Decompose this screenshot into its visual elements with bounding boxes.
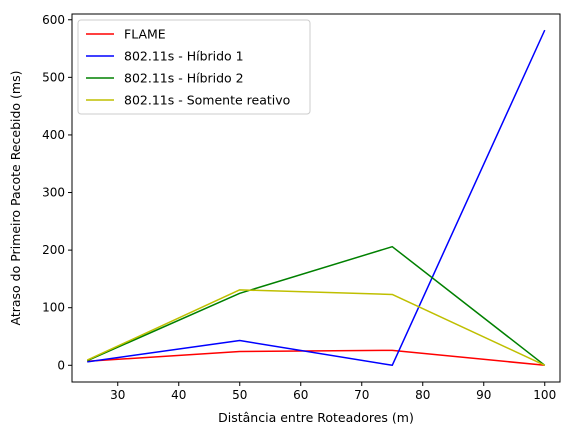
y-axis: 0 100 200 300 400 500 600 <box>42 13 72 372</box>
x-tick-label: 80 <box>415 388 430 402</box>
series-line-802-11s-somente-reativo <box>86 289 546 366</box>
legend-label: 802.11s - Híbrido 1 <box>124 49 244 64</box>
x-tick-label: 90 <box>476 388 491 402</box>
y-tick-label: 100 <box>42 301 65 315</box>
y-tick-label: 400 <box>42 128 65 142</box>
series-line-802-11s-h-brido-1 <box>87 29 546 367</box>
legend-label: 802.11s - Híbrido 2 <box>124 71 244 86</box>
x-tick-label: 100 <box>533 388 556 402</box>
x-tick-label: 50 <box>232 388 247 402</box>
x-tick-label: 70 <box>354 388 369 402</box>
series-line-802-11s-h-brido-2 <box>86 245 546 366</box>
legend-label: 802.11s - Somente reativo <box>124 93 290 108</box>
x-axis-title: Distância entre Roteadores (m) <box>218 410 414 425</box>
legend: FLAME 802.11s - Híbrido 1 802.11s - Híbrid… <box>77 19 311 115</box>
legend-box <box>77 19 311 115</box>
y-tick-label: 0 <box>57 358 65 372</box>
y-axis-title: Atraso do Primeiro Pacote Recebido (ms) <box>8 71 23 326</box>
x-axis: 30 40 50 60 70 80 90 100 <box>110 382 556 402</box>
y-tick-label: 500 <box>42 70 65 84</box>
series-line-flame <box>87 349 545 367</box>
y-tick-label: 200 <box>42 243 65 257</box>
y-tick-label: 600 <box>42 13 65 27</box>
x-tick-label: 60 <box>293 388 308 402</box>
x-tick-label: 40 <box>171 388 186 402</box>
legend-label: FLAME <box>124 27 166 42</box>
series-lines <box>86 29 546 367</box>
x-tick-label: 30 <box>110 388 125 402</box>
y-tick-label: 300 <box>42 186 65 200</box>
plot-area-frame <box>71 13 561 383</box>
